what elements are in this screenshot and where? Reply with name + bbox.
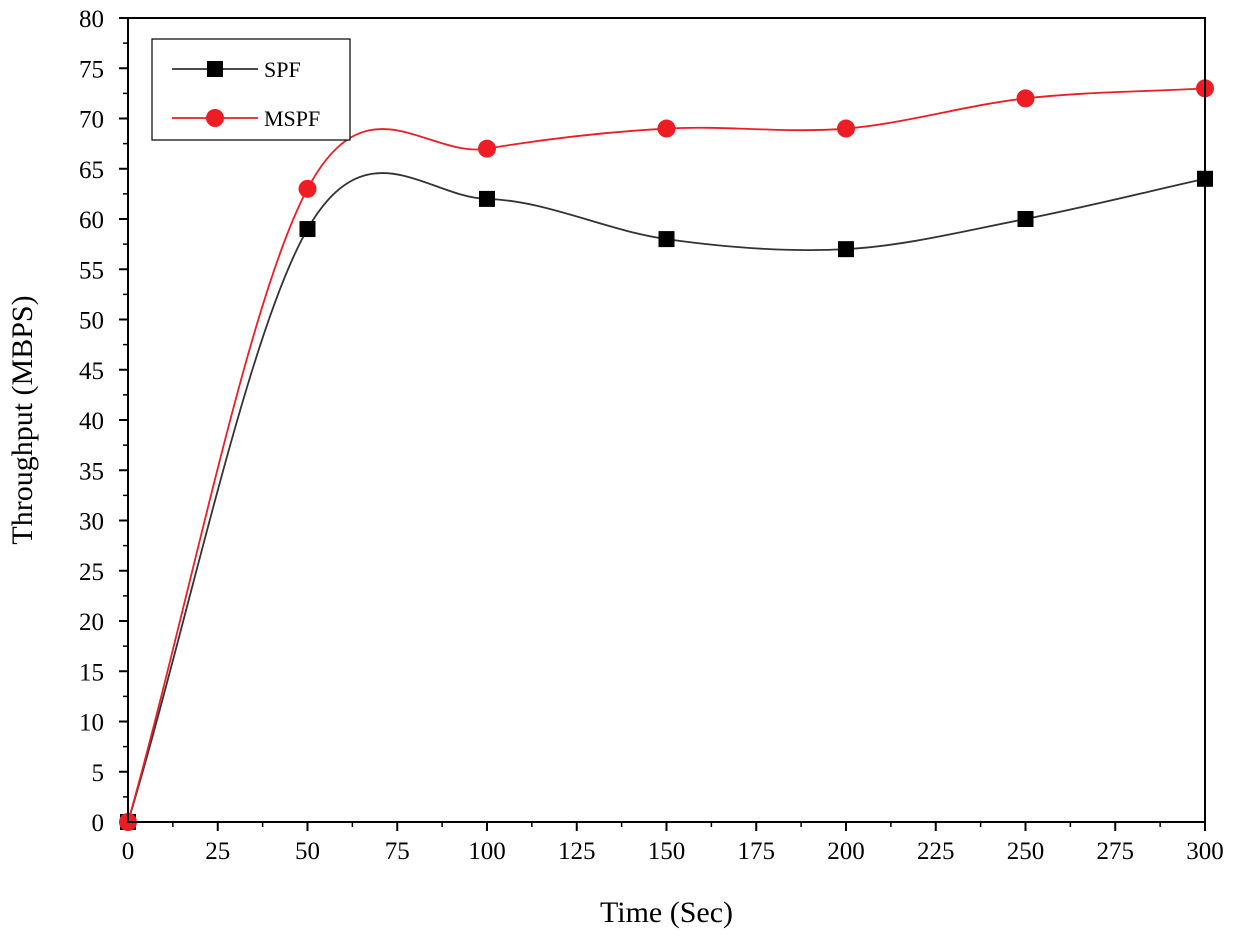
y-tick-label: 30 [79, 509, 104, 536]
data-point-spf [838, 241, 854, 258]
x-tick-label: 25 [205, 838, 230, 865]
x-tick-label: 250 [1007, 838, 1045, 865]
x-tick-label: 275 [1097, 838, 1135, 865]
y-tick-label: 70 [79, 107, 104, 134]
y-tick-label: 15 [79, 659, 104, 686]
data-point-spf [479, 190, 495, 207]
x-tick-label: 100 [468, 838, 506, 865]
legend-spf-square-marker [207, 61, 223, 77]
data-point-mspf [837, 119, 855, 138]
y-tick-label: 80 [79, 6, 104, 33]
y-tick-label: 55 [79, 257, 104, 284]
y-tick-label: 50 [79, 308, 104, 335]
legend-box [151, 38, 351, 141]
legend-mspf-label: MSPF [264, 106, 320, 131]
x-axis-title: Time (Sec) [600, 896, 733, 929]
legend-mspf-circle-marker [206, 109, 224, 127]
axis-ticks: 0 25 50 75 100 125 150 175 200 225 250 275 300 0 5 10 15… [79, 6, 1224, 865]
y-tick-label: 35 [79, 458, 104, 485]
y-tick-label: 10 [79, 710, 104, 737]
data-point-spf [1017, 211, 1034, 227]
x-tick-label: 225 [917, 838, 955, 865]
data-point-mspf [1016, 89, 1035, 108]
data-point-spf [299, 221, 316, 238]
data-point-mspf [657, 119, 676, 138]
x-tick-label: 50 [295, 838, 320, 865]
series-mspf-line [127, 87, 1206, 823]
y-tick-label: 40 [79, 408, 104, 435]
plot-frame [127, 17, 1206, 823]
y-tick-label: 60 [79, 207, 104, 234]
y-axis-title: Throughput (MBPS) [6, 295, 39, 544]
data-point-mspf [478, 139, 496, 158]
y-tick-label: 20 [79, 609, 104, 636]
series-mspf [119, 79, 1214, 831]
x-tick-label: 300 [1186, 838, 1224, 865]
y-tick-label: 75 [79, 56, 104, 83]
data-point-mspf [298, 179, 317, 198]
x-tick-label: 125 [558, 838, 596, 865]
y-tick-label: 65 [79, 157, 104, 184]
series-spf-line [127, 172, 1206, 823]
y-tick-label: 25 [79, 559, 104, 586]
series-spf [120, 170, 1213, 830]
legend-spf-label: SPF [264, 57, 301, 82]
legend: SPF MSPF [151, 38, 351, 141]
x-tick-label: 200 [827, 838, 865, 865]
y-tick-label: 45 [79, 358, 104, 385]
y-tick-label: 0 [92, 810, 105, 837]
x-tick-label: 150 [648, 838, 686, 865]
series-layer [119, 79, 1214, 831]
x-tick-label: 175 [738, 838, 776, 865]
data-point-spf [658, 231, 675, 248]
x-tick-label: 0 [122, 838, 135, 865]
x-tick-label: 75 [385, 838, 410, 865]
y-tick-label: 5 [92, 760, 105, 787]
